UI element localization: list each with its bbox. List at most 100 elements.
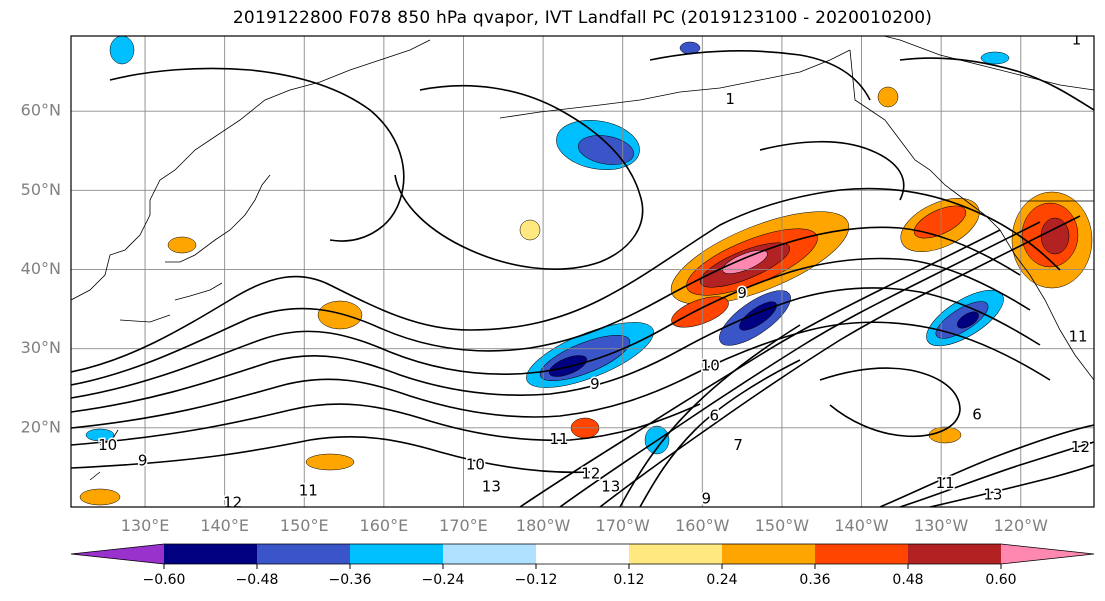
colorbar-segment	[443, 544, 536, 564]
shade-positive	[167, 236, 197, 254]
colorbar-tick-label: 0.36	[799, 572, 830, 588]
ivt-contour-line	[71, 226, 1021, 386]
colorbar-tick-label: 0.48	[892, 572, 923, 588]
ivt-contour-line	[879, 424, 1094, 507]
colorbar-segment	[908, 544, 1001, 564]
lon-tick-label: 140°E	[200, 516, 249, 535]
colorbar-segment	[629, 544, 722, 564]
ivt-contour-line	[929, 464, 1094, 507]
chart-title: 2019122800 F078 850 hPa qvapor, IVT Land…	[232, 8, 933, 28]
contour-label: 6	[972, 406, 982, 424]
ivt-contour-line	[559, 221, 1041, 507]
lon-tick-label: 120°W	[994, 516, 1049, 535]
colorbar-segment	[164, 544, 257, 564]
lon-tick-label: 150°W	[755, 516, 810, 535]
latitude-tick-labels: 20°N 30°N 40°N 50°N 60°N	[21, 101, 61, 437]
contour-label: 11	[936, 474, 955, 492]
colorbar-segment	[815, 544, 908, 564]
lon-tick-label: 130°W	[914, 516, 969, 535]
contour-label: 1	[1072, 30, 1082, 48]
coastline	[99, 429, 119, 446]
ivt-contour-line	[639, 359, 801, 507]
colorbar-tick-label: −0.48	[236, 572, 279, 588]
ivt-contour-line	[759, 140, 905, 201]
lat-tick-label: 50°N	[21, 180, 61, 199]
lat-tick-label: 60°N	[21, 101, 61, 120]
ivt-contour-line	[649, 50, 871, 101]
shade-positive	[913, 205, 967, 239]
coastline	[119, 314, 171, 323]
coastline	[71, 39, 431, 301]
contour-label: 13	[983, 486, 1002, 504]
colorbar-tick-label: 0.12	[613, 572, 644, 588]
shade-positive	[671, 296, 729, 328]
shade-negative	[85, 428, 115, 442]
ivt-contour-line	[109, 67, 405, 242]
map-frame	[70, 35, 1095, 508]
ivt-contours	[71, 50, 1094, 507]
colorbar-segment	[536, 544, 629, 564]
ivt-contour-line	[71, 187, 1061, 373]
contour-label: 13	[601, 478, 620, 496]
contour-label: 10	[701, 357, 720, 375]
contour-label: 12	[581, 464, 600, 482]
coastline	[882, 36, 1094, 91]
shade-positive	[305, 453, 355, 471]
shade-negative	[980, 51, 1010, 65]
shade-positive	[317, 300, 363, 330]
ivt-contour-line	[599, 215, 1081, 507]
contour-label: 11	[1069, 327, 1088, 345]
shade-negative	[957, 311, 979, 329]
ivt-contour-line	[394, 84, 644, 270]
lon-tick-label: 150°E	[280, 516, 329, 535]
colorbar-tick-label: 0.24	[706, 572, 737, 588]
colorbar-segment	[722, 544, 815, 564]
colorbar-tick-label: 0.60	[985, 572, 1016, 588]
ivt-contour-line	[71, 403, 701, 446]
qvapor-anomaly-shading	[79, 36, 1093, 506]
contour-label: 9	[702, 490, 712, 508]
contour-label: 11	[549, 430, 568, 448]
colorbar-segment	[71, 544, 164, 564]
contour-label: 12	[1071, 438, 1090, 456]
colorbar: −0.60 −0.48 −0.36 −0.24 −0.12 0.12 0.24 0.36 0.4…	[70, 543, 1095, 588]
coastline	[849, 49, 1094, 381]
contour-label: 1	[725, 90, 735, 108]
lon-tick-label: 130°E	[121, 516, 170, 535]
ivt-contour-line	[71, 287, 1041, 413]
colorbar-tick-label: −0.60	[143, 572, 186, 588]
coastline	[174, 282, 223, 301]
contour-label: 13	[482, 478, 501, 496]
ivt-contour-line	[819, 367, 961, 438]
shade-positive	[519, 219, 541, 241]
coastline	[165, 174, 271, 263]
lat-tick-label: 20°N	[21, 417, 61, 436]
shade-negative	[109, 36, 135, 65]
lon-tick-label: 160°E	[360, 516, 409, 535]
lat-tick-label: 40°N	[21, 259, 61, 278]
colorbar-segment	[257, 544, 350, 564]
lon-tick-label: 170°E	[439, 516, 488, 535]
ivt-contour-line	[71, 321, 1051, 429]
contour-label: 10	[466, 456, 485, 474]
coastline	[499, 49, 851, 119]
lon-tick-label: 160°W	[675, 516, 730, 535]
ivt-contour-line	[71, 257, 1031, 399]
contour-label: 9	[737, 284, 747, 302]
colorbar-tick-label: −0.36	[329, 572, 372, 588]
ivt-contour-line	[899, 57, 1094, 111]
ivt-contour-line	[519, 229, 1001, 507]
shade-negative	[548, 355, 588, 377]
colorbar-tick-label: −0.12	[515, 572, 558, 588]
contour-label: 9	[138, 452, 148, 470]
contour-label: 6	[709, 406, 719, 424]
ivt-contour-line	[899, 441, 1094, 507]
shade-positive	[877, 86, 899, 108]
coastline	[89, 471, 101, 481]
coastlines	[71, 36, 1094, 481]
colorbar-segment	[350, 544, 443, 564]
contour-label: 7	[733, 436, 743, 454]
lat-tick-label: 30°N	[21, 338, 61, 357]
longitude-tick-labels: 130°E 140°E 150°E 160°E 170°E 180°W 170°W 160°W…	[121, 516, 1048, 535]
